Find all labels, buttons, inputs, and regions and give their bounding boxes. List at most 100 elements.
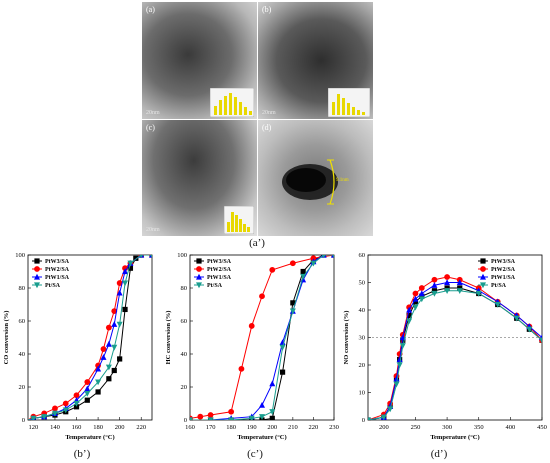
legend: PtW3/SA PtW2/SA PtW1/SA Pt/SA — [194, 258, 232, 289]
data-point — [418, 296, 425, 303]
hc-conversion-chart: 160 170 180 190 200 210 220 230 0 20 40 60 80 100 Temp… — [165, 252, 339, 441]
x-tick-label: 250 — [411, 424, 421, 431]
x-tick-label: 160 — [185, 424, 195, 431]
y-tick-label: 100 — [177, 252, 187, 259]
data-point — [310, 260, 317, 267]
data-point — [105, 340, 112, 347]
y-tick-label: 20 — [181, 384, 188, 391]
data-point — [380, 414, 387, 420]
data-point — [269, 415, 275, 420]
data-point — [73, 392, 80, 399]
y-tick-label: 60 — [19, 318, 26, 325]
data-point — [412, 304, 419, 311]
data-point — [259, 414, 265, 420]
data-point — [289, 308, 296, 315]
figure-caption-a: (a’) — [249, 237, 265, 249]
x-tick-label: 400 — [505, 424, 515, 431]
data-point — [95, 389, 101, 395]
data-point — [300, 273, 307, 280]
data-point — [41, 414, 48, 420]
data-point — [444, 285, 450, 291]
y-tick-label: 20 — [359, 362, 366, 369]
data-point — [412, 290, 419, 297]
y-tick-label: 50 — [359, 280, 366, 287]
legend-label: Pt/SA — [45, 283, 61, 289]
data-point — [259, 401, 265, 408]
data-point — [51, 410, 58, 417]
x-axis-label: Temperature (°C) — [430, 434, 479, 441]
data-point — [116, 321, 123, 328]
data-point — [111, 321, 118, 327]
data-point — [122, 306, 128, 313]
data-point — [84, 385, 91, 392]
data-point — [111, 344, 118, 351]
x-tick-label: 120 — [29, 424, 39, 431]
legend-label: PtW2/SA — [491, 267, 516, 273]
scale-bar-label: 20nm — [146, 227, 160, 233]
plot-content — [190, 255, 334, 420]
x-tick-label: 210 — [288, 424, 298, 431]
data-point — [310, 255, 317, 262]
legend-label: PtW2/SA — [207, 267, 232, 273]
data-point — [457, 285, 463, 291]
data-point — [105, 364, 112, 371]
y-tick-label: 40 — [181, 351, 188, 358]
data-point — [290, 300, 296, 306]
data-point — [431, 282, 438, 288]
legend-label: PtW3/SA — [491, 259, 516, 265]
x-axis-label: Temperature (°C) — [237, 434, 286, 441]
data-point — [100, 346, 107, 352]
data-point — [207, 412, 214, 418]
data-point — [406, 312, 412, 319]
legend-label: PtW3/SA — [207, 259, 232, 265]
y-tick-label: 20 — [19, 384, 26, 391]
tem-panel-d: (d) 9.1nm — [258, 120, 373, 236]
data-point — [100, 354, 107, 360]
data-point — [105, 324, 112, 331]
data-point — [393, 375, 400, 382]
scale-bar-label: 20nm — [146, 110, 160, 116]
data-point — [513, 315, 520, 322]
plot-area — [27, 254, 153, 421]
nanoparticle-image — [282, 159, 338, 205]
legend-marker — [196, 273, 202, 280]
panel-tag: (c) — [146, 123, 155, 132]
tem-panel-a: (a) 20nm — [142, 2, 257, 119]
data-point — [122, 280, 129, 287]
x-tick-label: 350 — [474, 424, 484, 431]
data-point — [111, 308, 118, 314]
data-point — [228, 408, 235, 415]
y-axis-label: NO conversion (%) — [343, 311, 350, 365]
data-point — [73, 400, 80, 407]
tem-panel-b: (b) 20nm — [258, 2, 373, 119]
data-point — [368, 417, 371, 420]
co-conversion-chart: 120 140 160 180 200 220 0 20 40 60 80 100 Temperatur… — [3, 252, 153, 441]
data-point — [197, 413, 204, 420]
legend: PtW3/SA PtW2/SA PtW1/SA Pt/SA — [32, 258, 70, 289]
x-tick-label: 180 — [226, 424, 236, 431]
data-point — [279, 344, 286, 351]
legend-marker — [196, 258, 202, 264]
figure-caption-d: (d’) — [430, 448, 448, 460]
data-point — [444, 288, 451, 294]
data-point — [431, 290, 438, 297]
data-point — [393, 381, 400, 388]
y-tick-label: 60 — [181, 318, 188, 325]
y-tick-label: 40 — [19, 351, 26, 358]
data-point — [248, 323, 255, 329]
data-point — [322, 255, 326, 259]
y-tick-label: 0 — [362, 417, 365, 424]
x-tick-label: 220 — [136, 424, 146, 431]
data-point — [456, 279, 463, 286]
data-point — [300, 268, 306, 275]
scale-bar-label: 20nm — [262, 110, 276, 116]
particle-size-label: 9.1nm — [336, 178, 349, 183]
data-point — [73, 404, 80, 410]
size-histogram — [328, 88, 370, 117]
data-point — [444, 279, 451, 286]
data-point — [412, 295, 419, 302]
data-point — [269, 409, 276, 415]
legend-label: PtW3/SA — [45, 259, 70, 265]
data-point — [62, 407, 69, 414]
tem-panel-c: (c) 20nm — [142, 120, 257, 236]
